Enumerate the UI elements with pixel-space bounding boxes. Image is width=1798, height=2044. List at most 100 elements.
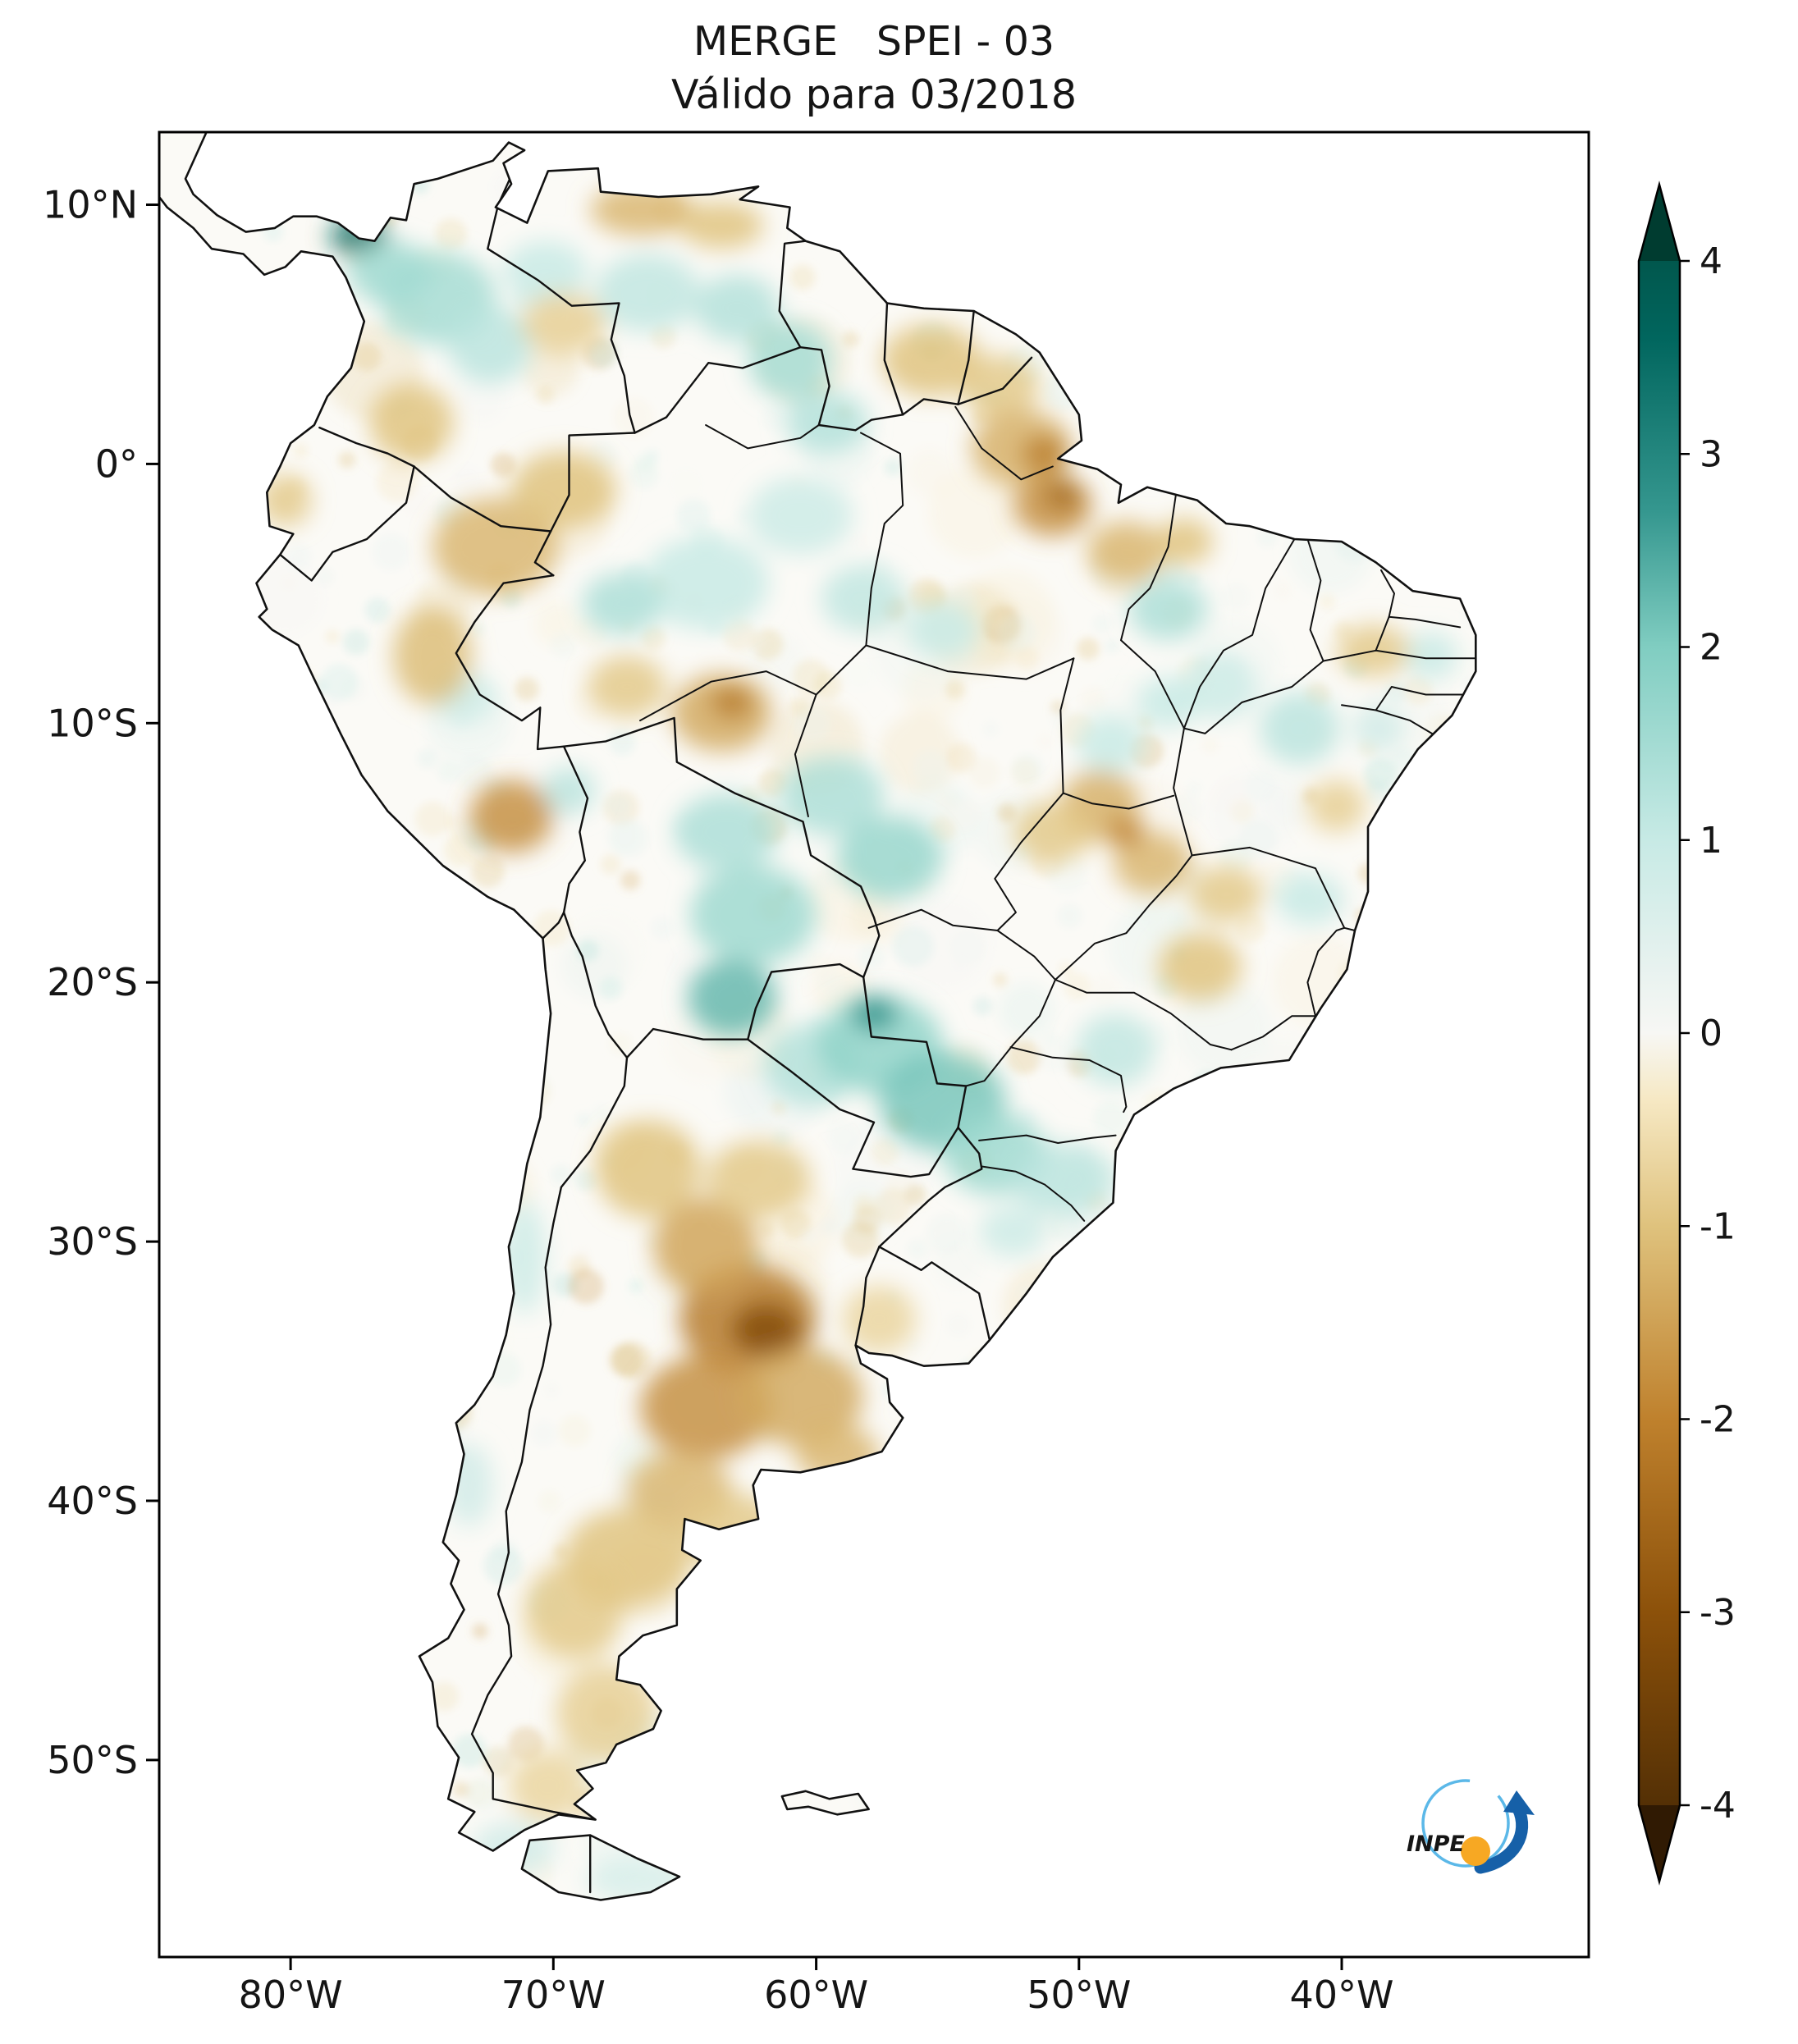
y-tick-label: 50°S: [47, 1738, 138, 1782]
country-border: [455, 574, 565, 751]
x-tick-label: 50°W: [1027, 1973, 1131, 2017]
spei-blob: [1157, 933, 1242, 1001]
colorbar: 4 3 2 1 0 -1 -2 -3 -4: [1637, 181, 1736, 1886]
spei-blob: [595, 254, 701, 332]
spei-blob: [837, 816, 943, 899]
country-border: [957, 309, 975, 405]
spei-blob: [881, 323, 982, 397]
x-tick-label: 40°W: [1289, 1973, 1393, 2017]
colorbar-tick-label: 0: [1700, 1013, 1723, 1054]
country-border: [279, 465, 415, 582]
spei-blob: [748, 321, 832, 400]
spei-blob: [1045, 482, 1082, 509]
colorbar-gradient: [1639, 261, 1680, 1805]
spei-blob: [393, 606, 472, 706]
coastline-path: [158, 130, 1477, 1901]
colorbar-tick-label: -2: [1700, 1399, 1736, 1441]
state-border: [1322, 649, 1476, 662]
y-tick-label: 0°: [95, 441, 138, 486]
state-border: [867, 908, 999, 931]
spei-blob: [446, 1443, 493, 1527]
country-border: [413, 465, 555, 577]
plot-frame: [158, 130, 1590, 1959]
spei-field: [159, 132, 1476, 1900]
spei-blob: [711, 687, 753, 718]
spei-blob: [524, 1560, 624, 1659]
spei-blob: [472, 1822, 556, 1874]
spei-blob: [1155, 518, 1214, 565]
spei-blob: [737, 1347, 864, 1447]
spei-blob: [511, 450, 617, 529]
country-state-borders: [279, 157, 1476, 1894]
state-border: [965, 930, 1056, 1087]
spei-blob: [1307, 780, 1366, 833]
state-border: [978, 1134, 1117, 1144]
spei-blob: [1189, 866, 1263, 923]
spei-blob: [785, 391, 869, 454]
colorbar-tick-label: 4: [1700, 240, 1723, 282]
figure-subtitle: Válido para 03/2018: [670, 71, 1077, 119]
spei-blob: [448, 305, 533, 384]
state-border: [994, 792, 1064, 931]
spei-blob: [687, 958, 777, 1037]
spei-blob: [1076, 1013, 1155, 1086]
country-border: [542, 911, 565, 940]
spei-blob: [258, 474, 312, 527]
figure-title: MERGE SPEI - 03: [693, 18, 1055, 65]
logo-swirl-arrow: [1474, 1802, 1529, 1874]
spei-blob: [850, 995, 898, 1032]
state-border: [1183, 538, 1296, 729]
state-border: [1306, 538, 1324, 662]
spei-blob: [679, 1493, 785, 1571]
spei-blob: [1021, 435, 1068, 472]
logo-orange-sphere: [1461, 1836, 1490, 1866]
logo-inpe-text: INPE: [1407, 1831, 1465, 1857]
country-border: [549, 432, 636, 533]
y-tick-label: 10°S: [47, 701, 138, 745]
spei-blob: [556, 1664, 657, 1763]
state-border: [1062, 792, 1175, 810]
country-border: [562, 745, 589, 914]
inpe-logo: INPE: [1407, 1779, 1535, 1874]
country-border: [470, 1056, 629, 1821]
state-border: [1120, 639, 1185, 729]
colorbar-tick-label: -1: [1700, 1205, 1736, 1247]
country-border: [957, 356, 1033, 405]
x-tick-label: 70°W: [501, 1973, 606, 2017]
state-border: [1375, 569, 1395, 652]
state-border: [1120, 492, 1178, 642]
colorbar-tick-label: 3: [1700, 433, 1723, 475]
axis-ticks: 80°W 70°W 60°W 50°W 40°W 10°N 0° 10°S 20°S 30°S 40…: [43, 183, 1393, 2018]
country-border: [883, 302, 904, 416]
spei-blob: [1113, 832, 1192, 894]
spei-blob: [1352, 705, 1405, 752]
spei-blob: [706, 1140, 812, 1219]
spei-blob: [960, 354, 1040, 418]
state-border: [705, 424, 820, 450]
spei-blob: [1128, 578, 1208, 641]
figure-title-block: MERGE SPEI - 03 Válido para 03/2018: [159, 16, 1589, 121]
spei-blob: [432, 497, 559, 597]
state-border: [981, 1165, 1086, 1222]
country-border: [902, 398, 959, 416]
spei-blob: [1260, 692, 1339, 765]
country-border: [747, 963, 865, 1040]
spei-blob: [369, 383, 454, 462]
state-border: [1375, 709, 1438, 738]
state-border: [1055, 979, 1233, 1051]
spei-blob: [469, 780, 554, 853]
state-border: [1173, 727, 1193, 857]
x-tick-label: 80°W: [239, 1973, 343, 2017]
y-tick-label: 20°S: [47, 960, 138, 1004]
country-border: [878, 1246, 991, 1342]
state-border: [1388, 615, 1462, 629]
state-border: [1059, 657, 1075, 794]
state-border: [1055, 854, 1193, 981]
y-tick-label: 10°N: [43, 183, 138, 227]
spei-blob: [1276, 873, 1345, 926]
spei-blob: [588, 656, 666, 718]
state-border: [1341, 686, 1469, 711]
country-border: [747, 1038, 959, 1178]
state-border: [1009, 1046, 1128, 1113]
